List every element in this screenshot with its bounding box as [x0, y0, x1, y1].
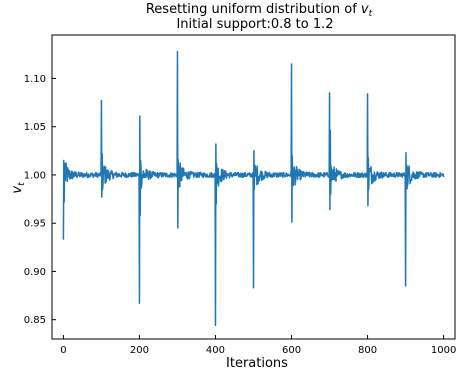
y-axis-label-symbol: v: [10, 186, 25, 194]
y-tick-label-1: 0.90: [24, 267, 46, 278]
chart-title-symbol: v: [361, 2, 369, 17]
x-tick-label-3: 600: [282, 345, 301, 356]
chart-subtitle: Initial support:0.8 to 1.2: [176, 17, 333, 32]
chart-title-text: Resetting uniform distribution of: [146, 2, 361, 17]
plot-area: 0 200 400 600 800 1000 0.85 0.90 0.95 1.00 1.05 1.1…: [24, 34, 456, 356]
x-tick-label-0: 0: [60, 345, 66, 356]
y-tick-label-3: 1.00: [24, 170, 46, 181]
chart-title-subscript: t: [369, 9, 373, 19]
x-tick-label-5: 1000: [431, 345, 456, 356]
y-tick-label-2: 0.95: [24, 219, 46, 230]
y-tick-label-4: 1.05: [24, 122, 46, 133]
x-tick-label-2: 400: [206, 345, 225, 356]
plot-frame: [51, 34, 456, 340]
y-axis-label-subscript: t: [17, 182, 27, 186]
series-line-0: [62, 50, 445, 327]
x-tick-label-1: 200: [130, 345, 149, 356]
chart-title: Resetting uniform distribution of vt: [146, 2, 373, 19]
x-axis-label: Iterations: [226, 356, 288, 371]
y-tick-label-0: 0.85: [24, 315, 46, 326]
x-tick-label-4: 800: [358, 345, 377, 356]
y-tick-label-5: 1.10: [24, 74, 46, 85]
y-axis-label: vt: [10, 182, 27, 194]
